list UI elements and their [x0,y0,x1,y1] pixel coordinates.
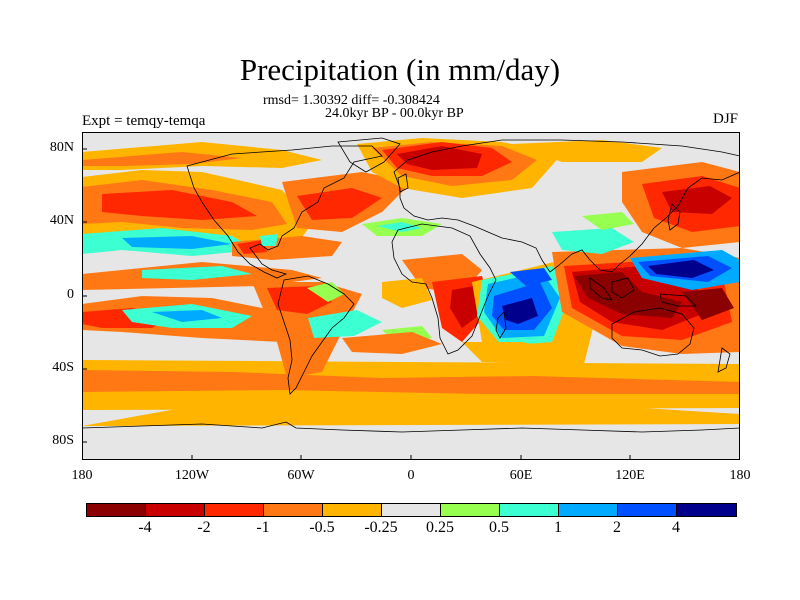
coastlines [82,137,740,433]
mediterranean-aqua [377,222,422,232]
colorbar-swatch [500,504,559,516]
central-africa-dark [450,286,478,328]
amazon-green [307,282,344,302]
south-pacific-blue [152,310,222,322]
madagascar-coast [495,311,507,339]
lon-label-180w: 180 [71,468,93,483]
colorbar-swatch [618,504,677,516]
sumatra-coast [589,277,613,301]
southern-ocean-band-core [82,370,740,394]
experiment-label: Expt = temqy-temqa [82,113,206,129]
colorbar-swatch [87,504,146,516]
africa-coast [391,223,497,355]
maritime-continent-dark [574,272,682,318]
colorbar-label: 2 [613,519,621,536]
colorbar-swatch [441,504,500,516]
colorbar [86,503,737,517]
colorbar-label: -4 [138,519,152,536]
colorbar-swatch [323,504,382,516]
colorbar-label: 1 [554,519,562,536]
colorbar-swatch [264,504,323,516]
colorbar-label: 0.25 [426,519,454,536]
gulf-aqua [260,234,278,246]
lon-ticks [82,455,740,460]
new-guinea-coast [659,293,697,307]
lat-label-40n: 40N [49,213,74,228]
arabian-sea-blue [510,268,552,286]
colorbar-swatch [146,504,205,516]
north-pacific-blue [122,236,232,249]
south-america-coast [277,275,355,395]
colorbar-swatch [677,504,736,516]
colorbar-label: 4 [672,519,680,536]
antarctica-coast [82,421,740,433]
borneo-coast [611,277,635,299]
time-period: 24.0kyr BP - 00.0kyr BP [325,106,464,121]
precipitation-map [82,132,740,460]
japan-coast [667,203,681,231]
west-pacific-dark [682,288,734,320]
lat-label-40s: 40S [52,360,74,375]
colorbar-swatch [559,504,618,516]
colorbar-label: -1 [256,519,270,536]
new-zealand-coast [717,347,731,373]
nw-pacific-crimson [662,186,732,214]
antarctic-coast-patch [82,402,740,426]
south-indian-band [462,342,582,364]
east-asia-green [582,212,634,230]
north-pacific-red [102,190,257,220]
central-pacific-aqua [142,266,252,280]
north-america-coast [186,145,383,279]
uk-coast [397,173,409,193]
australia-coast [611,307,695,357]
lon-label-0: 0 [407,468,415,483]
colorbar-label: -0.5 [309,519,335,536]
west-africa-coast [382,278,432,308]
eurasia-coast [393,139,740,273]
colorbar-swatch [382,504,441,516]
lon-label-180e: 180 [729,468,751,483]
west-pacific-aqua [552,228,634,254]
lat-ticks [82,148,87,443]
scandinavia-dark [397,146,482,170]
season-label: DJF [712,111,738,127]
siberia-band [512,140,662,162]
lat-label-0: 0 [67,287,74,302]
west-pacific-navy [648,260,714,278]
north-atlantic-red [297,188,382,220]
south-atlantic-aqua [308,310,382,338]
colorbar-label: 0.5 [489,519,509,536]
south-atlantic-orange [342,332,442,354]
plot-title: Precipitation (in mm/day) [239,52,561,87]
lat-label-80s: 80S [52,433,74,448]
lat-label-80n: 80N [49,140,74,155]
lon-label-60e: 60E [509,468,533,483]
colorbar-label: -0.25 [364,519,398,536]
lon-label-120e: 120E [615,468,645,483]
indian-ocean-navy [502,298,538,324]
colorbar-label: -2 [197,519,211,536]
lon-label-120w: 120W [174,468,210,483]
rmsd-diff-stats: rmsd= 1.30392 diff= -0.308424 [263,93,440,108]
lon-label-60w: 60W [287,468,315,483]
colorbar-swatch [205,504,264,516]
arctic-orange [82,152,242,166]
greenland-coast [337,137,401,173]
